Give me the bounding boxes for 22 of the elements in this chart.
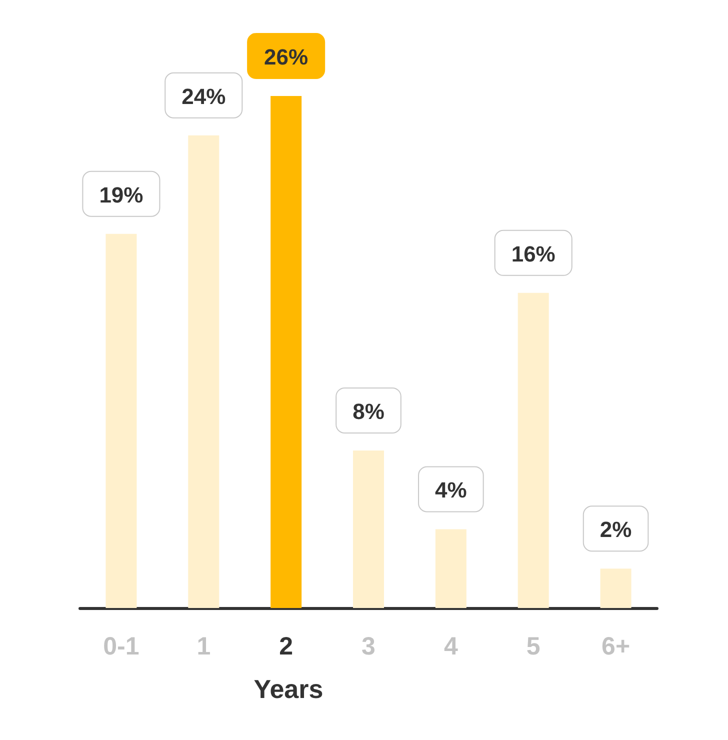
x-tick-label: 6+ — [602, 632, 630, 660]
data-label: 19% — [99, 182, 144, 208]
bar — [353, 450, 384, 608]
x-tick-label: 3 — [362, 632, 376, 660]
x-tick-label: 2 — [279, 632, 294, 660]
x-tick-label: 4 — [444, 632, 458, 660]
x-tick-label: 1 — [196, 632, 211, 660]
data-label: 24% — [182, 84, 226, 109]
data-label: 8% — [352, 398, 384, 424]
x-tick-label: 0-1 — [103, 632, 140, 660]
bar — [600, 568, 632, 608]
bar — [270, 96, 302, 608]
data-label: 26% — [264, 44, 308, 70]
bar — [518, 292, 549, 608]
x-axis-title: Years — [254, 674, 324, 704]
bar — [106, 234, 137, 608]
data-label: 2% — [600, 517, 632, 542]
data-label: 4% — [435, 478, 467, 503]
bar — [435, 529, 466, 608]
x-tick-label: 5 — [526, 632, 540, 660]
bar — [188, 135, 220, 608]
data-label: 16% — [511, 241, 556, 266]
